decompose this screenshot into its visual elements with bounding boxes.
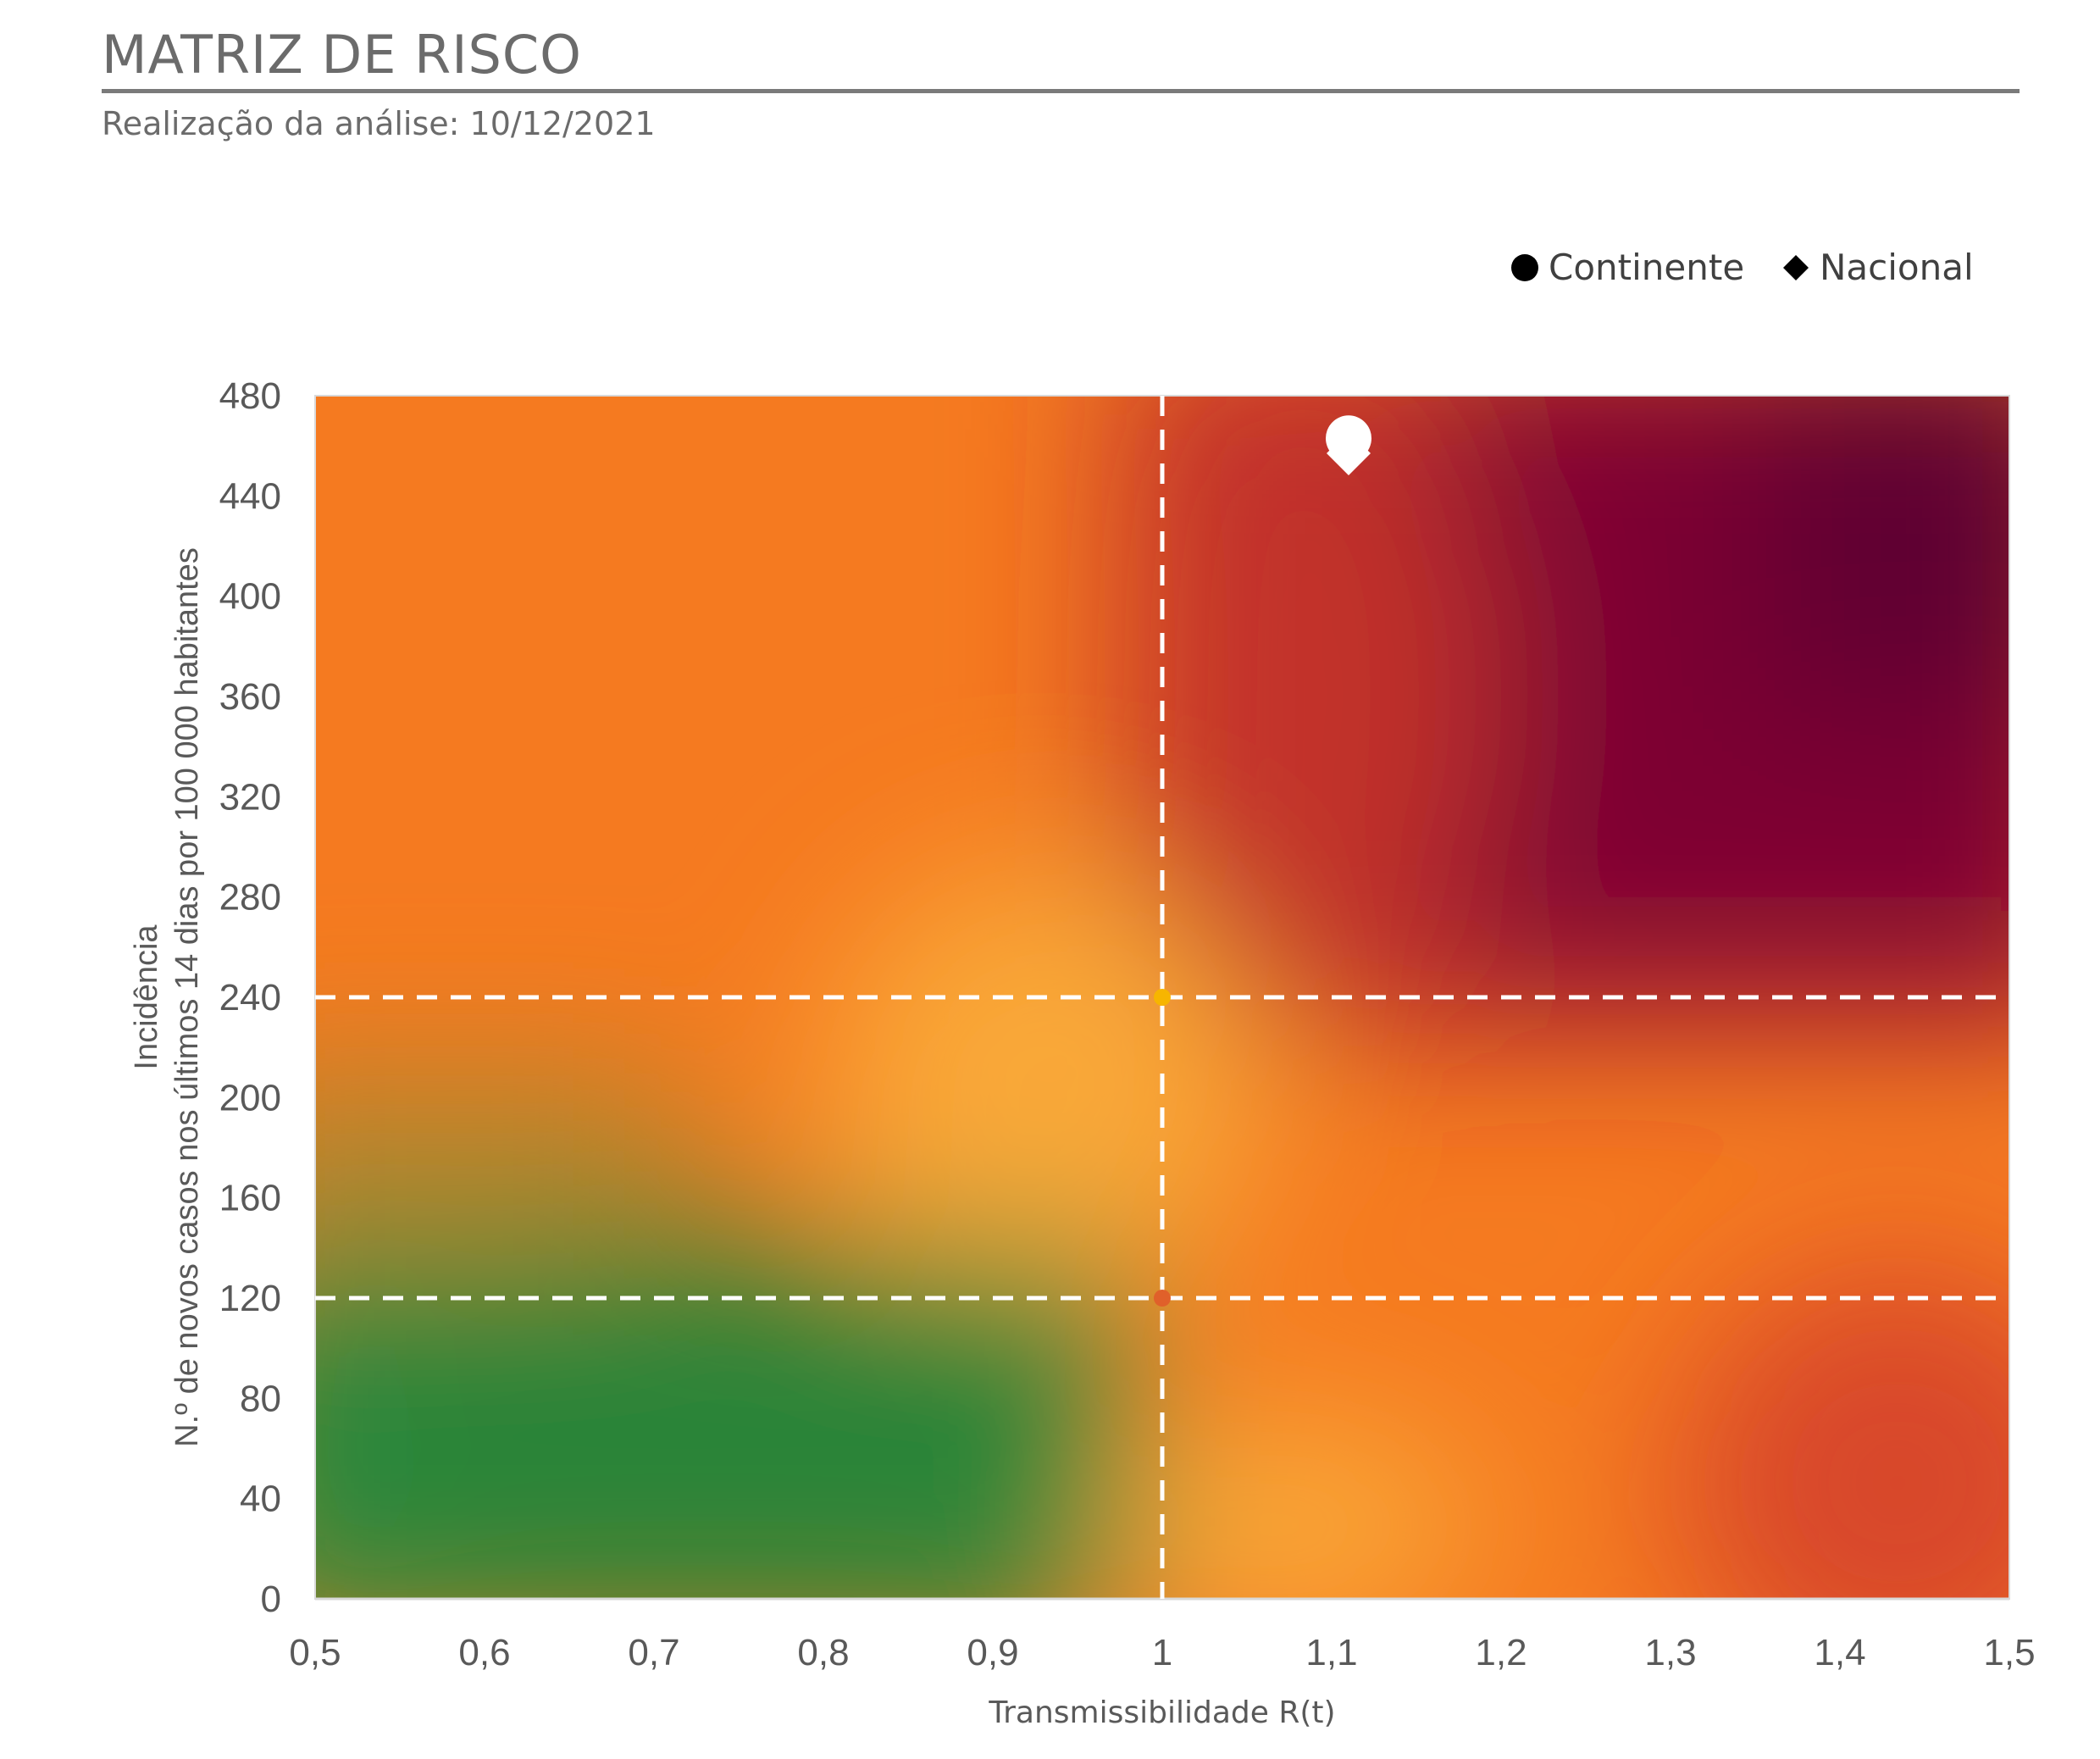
x-tick-label: 0,5 — [289, 1632, 341, 1673]
data-points — [1326, 415, 1371, 476]
x-tick-label: 1,2 — [1475, 1632, 1527, 1673]
legend-diamond-marker — [1783, 255, 1809, 280]
y-tick-label: 160 — [219, 1178, 281, 1219]
x-tick-label: 1 — [1152, 1632, 1172, 1673]
y-axis-title-line2: N.º de novos casos nos últimos 14 dias p… — [169, 547, 205, 1447]
y-tick-labels: 0 40 80 120 160 200 240 280 320 360 400 440 480 — [219, 375, 281, 1620]
x-tick-labels: 0,5 0,6 0,7 0,8 0,9 1 1,1 1,2 1,3 1,4 1,5 — [289, 1632, 2035, 1673]
x-tick-label: 1,3 — [1644, 1632, 1696, 1673]
x-tick-label: 0,7 — [628, 1632, 679, 1673]
y-tick-label: 0 — [261, 1579, 281, 1620]
reference-intersection-marker — [1154, 989, 1171, 1006]
y-tick-label: 120 — [219, 1278, 281, 1319]
y-tick-label: 360 — [219, 676, 281, 718]
y-tick-label: 400 — [219, 576, 281, 618]
x-tick-label: 1,1 — [1305, 1632, 1357, 1673]
x-tick-label: 1,4 — [1814, 1632, 1865, 1673]
legend-label-continente: Continente — [1549, 247, 1744, 288]
y-tick-label: 240 — [219, 977, 281, 1018]
x-axis-title: Transmissibilidade R(t) — [988, 1695, 1335, 1730]
page-title: MATRIZ DE RISCO — [102, 24, 582, 86]
page-subtitle: Realização da análise: 10/12/2021 — [102, 105, 656, 142]
x-tick-label: 0,9 — [967, 1632, 1018, 1673]
y-tick-label: 320 — [219, 776, 281, 818]
y-tick-label: 280 — [219, 877, 281, 918]
reference-intersection-marker — [1154, 1290, 1171, 1307]
x-tick-label: 1,5 — [1983, 1632, 2035, 1673]
y-tick-label: 80 — [240, 1378, 281, 1419]
risk-gradient-background — [315, 396, 2009, 1599]
legend: Continente Nacional — [1511, 247, 1974, 288]
y-axis-title-line1: Incidência — [129, 924, 164, 1070]
y-axis-title: Incidência N.º de novos casos nos último… — [129, 547, 205, 1447]
y-tick-label: 480 — [219, 375, 281, 417]
x-tick-label: 0,6 — [458, 1632, 510, 1673]
data-point-nacional — [1327, 431, 1371, 476]
reference-markers — [1154, 989, 1171, 1307]
legend-circle-marker — [1511, 254, 1538, 281]
y-tick-label: 40 — [240, 1479, 281, 1520]
y-tick-label: 200 — [219, 1077, 281, 1118]
title-divider — [102, 89, 2020, 93]
legend-label-nacional: Nacional — [1820, 247, 1974, 288]
x-tick-label: 0,8 — [797, 1632, 849, 1673]
y-tick-label: 440 — [219, 475, 281, 517]
